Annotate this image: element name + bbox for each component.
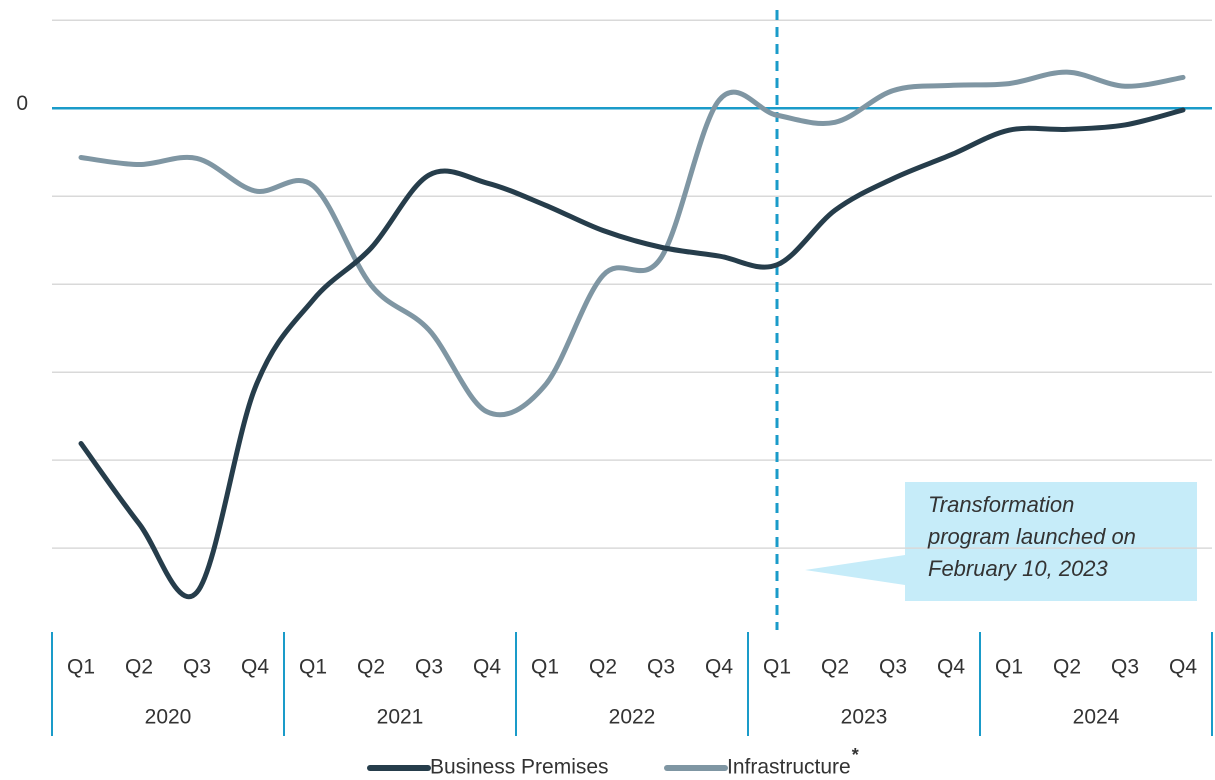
x-tick-label: Q2 — [125, 656, 153, 679]
footnote-marker: * — [852, 745, 859, 765]
x-group-label: 2020 — [145, 706, 192, 729]
x-tick-label: Q4 — [1169, 656, 1197, 679]
legend-label: Business Premises — [430, 756, 609, 779]
x-group-label: 2021 — [377, 706, 424, 729]
x-tick-label: Q2 — [589, 656, 617, 679]
annotation-text: Transformation — [928, 492, 1074, 517]
x-tick-label: Q1 — [299, 656, 327, 679]
x-tick-label: Q4 — [705, 656, 733, 679]
annotation-box — [805, 482, 1197, 601]
x-group-label: 2023 — [841, 706, 888, 729]
series-line — [78, 69, 1186, 418]
x-tick-label: Q4 — [241, 656, 269, 679]
x-tick-label: Q3 — [183, 656, 211, 679]
x-tick-label: Q3 — [647, 656, 675, 679]
x-tick-label: Q4 — [937, 656, 965, 679]
legend-label: Infrastructure — [727, 756, 851, 779]
x-tick-label: Q2 — [357, 656, 385, 679]
series-line — [78, 107, 1186, 600]
x-tick-label: Q1 — [531, 656, 559, 679]
y-tick-label: 0 — [16, 92, 28, 115]
x-tick-label: Q1 — [763, 656, 791, 679]
x-tick-label: Q3 — [415, 656, 443, 679]
x-tick-label: Q4 — [473, 656, 501, 679]
x-tick-label: Q3 — [879, 656, 907, 679]
x-tick-label: Q2 — [1053, 656, 1081, 679]
x-tick-label: Q2 — [821, 656, 849, 679]
x-group-label: 2022 — [609, 706, 656, 729]
x-group-label: 2024 — [1073, 706, 1120, 729]
annotation-text: February 10, 2023 — [928, 556, 1109, 581]
x-tick-label: Q1 — [67, 656, 95, 679]
x-tick-label: Q3 — [1111, 656, 1139, 679]
x-tick-label: Q1 — [995, 656, 1023, 679]
annotation-text: program launched on — [927, 524, 1136, 549]
